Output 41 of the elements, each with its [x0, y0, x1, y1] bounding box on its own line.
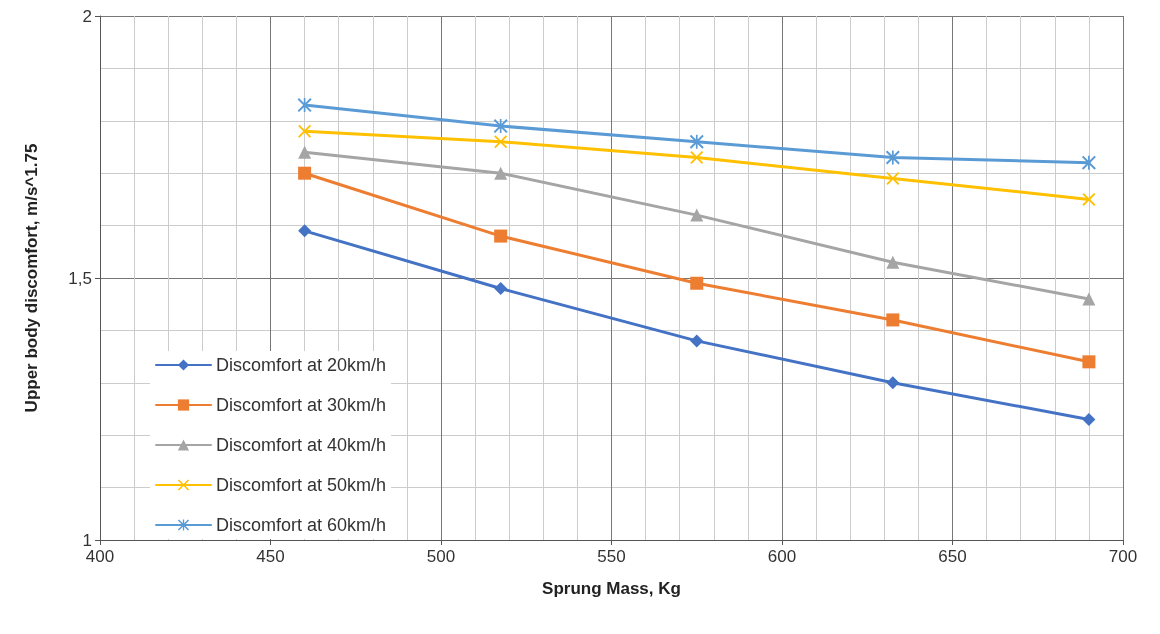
x-tick-label: 450	[256, 547, 285, 566]
point	[494, 135, 508, 149]
point	[690, 208, 704, 222]
point	[494, 166, 508, 180]
x-tick-label: 700	[1108, 547, 1138, 566]
legend-label: Discomfort at 40km/h	[216, 435, 387, 455]
x-axis-title: Sprung Mass, Kg	[542, 579, 681, 598]
point	[690, 334, 704, 348]
point	[886, 255, 900, 269]
point	[298, 166, 312, 180]
point	[493, 119, 508, 134]
point	[690, 276, 704, 290]
y-tick-label: 2	[82, 6, 92, 26]
point	[1082, 355, 1096, 369]
point	[1082, 412, 1096, 426]
point	[298, 224, 312, 238]
y-tick-label: 1	[82, 530, 92, 550]
legend-label: Discomfort at 20km/h	[216, 355, 387, 375]
point	[886, 171, 900, 185]
legend-label: Discomfort at 50km/h	[216, 475, 387, 495]
legend-label: Discomfort at 30km/h	[216, 395, 387, 415]
point	[689, 134, 704, 149]
x-tick-label: 400	[85, 547, 115, 566]
y-axis-title: Upper body discomfort, m/s^1.75	[22, 143, 41, 413]
y-tick-label: 1,5	[68, 268, 92, 288]
point	[1081, 155, 1096, 170]
point	[885, 150, 900, 165]
x-tick-label: 600	[767, 547, 797, 566]
x-tick-label: 550	[597, 547, 626, 566]
point	[886, 313, 900, 327]
point	[494, 229, 508, 243]
point	[886, 376, 900, 390]
x-tick-label: 650	[938, 547, 967, 566]
point	[690, 150, 704, 164]
point	[298, 145, 312, 159]
x-tick-label: 500	[426, 547, 456, 566]
point	[494, 281, 508, 295]
point	[1082, 292, 1096, 306]
legend-label: Discomfort at 60km/h	[216, 515, 387, 535]
point	[1082, 192, 1096, 206]
point	[298, 124, 312, 138]
